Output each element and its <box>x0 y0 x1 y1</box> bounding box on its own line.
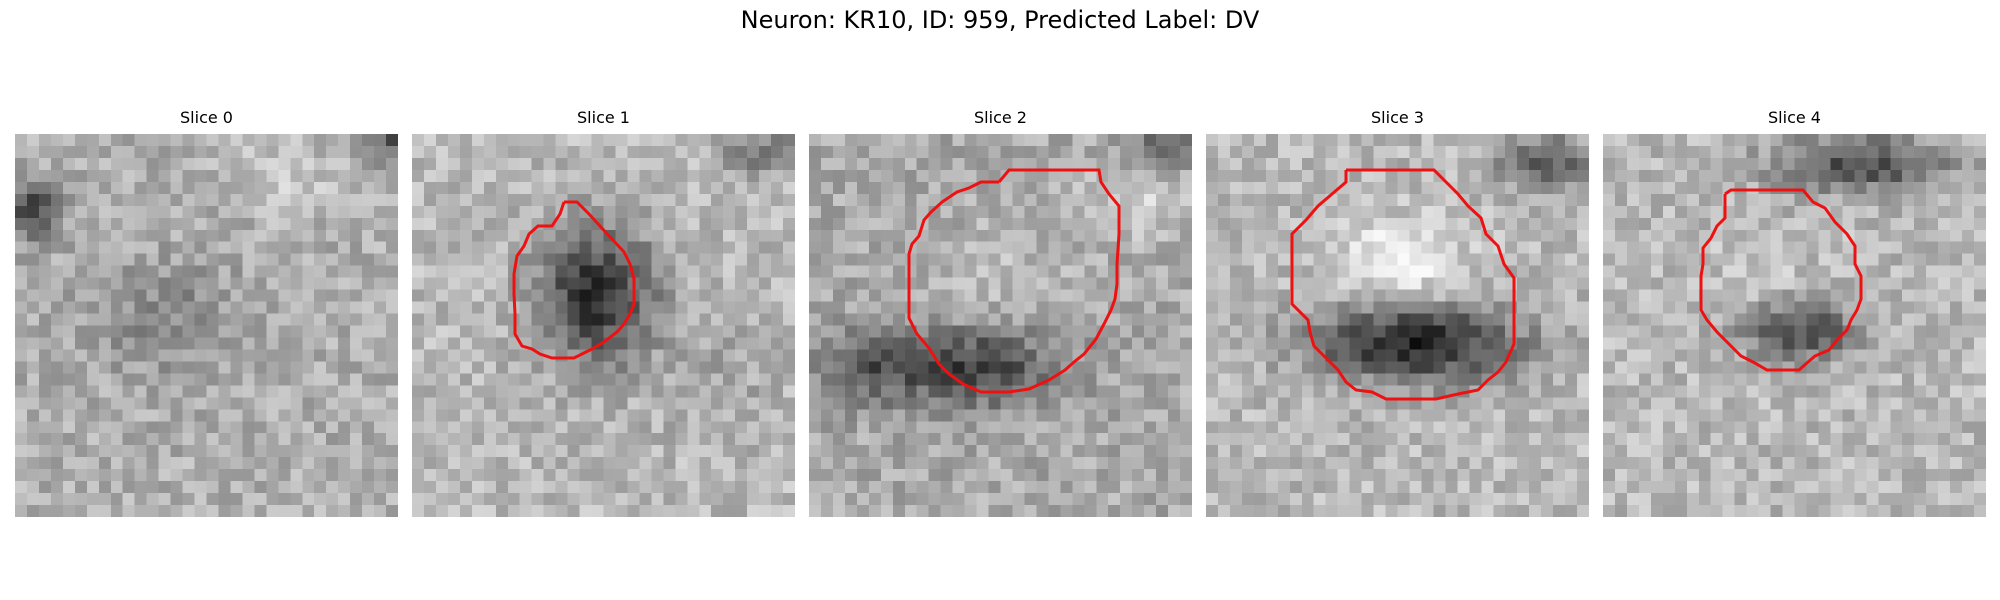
slice-canvas-2 <box>809 134 1192 517</box>
slice-title-1: Slice 1 <box>577 108 630 127</box>
slice-canvas-4 <box>1603 134 1986 517</box>
slice-title-3: Slice 3 <box>1371 108 1424 127</box>
slice-image-0 <box>15 134 398 517</box>
figure-title: Neuron: KR10, ID: 959, Predicted Label: … <box>740 6 1260 34</box>
slice-canvas-0 <box>15 134 398 517</box>
slice-image-3 <box>1206 134 1589 517</box>
slice-title-4: Slice 4 <box>1768 108 1821 127</box>
slice-title-0: Slice 0 <box>180 108 233 127</box>
slice-image-2 <box>809 134 1192 517</box>
slice-image-4 <box>1603 134 1986 517</box>
slice-canvas-3 <box>1206 134 1589 517</box>
roi-outline-3 <box>1290 168 1516 401</box>
slice-canvas-1 <box>412 134 795 517</box>
roi-outline-4 <box>1699 188 1863 372</box>
roi-outline-2 <box>907 168 1121 394</box>
roi-outline-1 <box>512 200 636 360</box>
slice-image-1 <box>412 134 795 517</box>
slice-title-2: Slice 2 <box>974 108 1027 127</box>
